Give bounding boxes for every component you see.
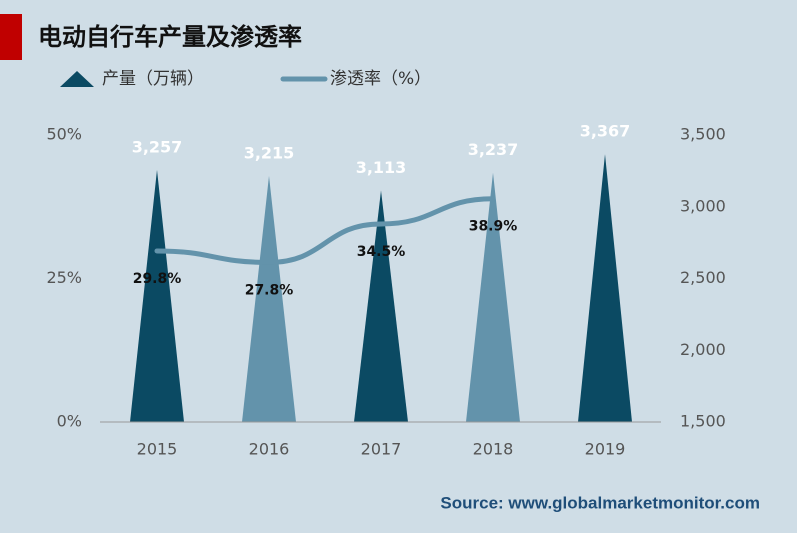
triangle-bar xyxy=(354,190,408,422)
y2-tick-label: 2,000 xyxy=(680,340,726,359)
data-label: 3,113 xyxy=(356,158,407,177)
data-label: 38.9% xyxy=(469,219,518,235)
data-label: 27.8% xyxy=(245,282,294,298)
chart-title: 电动自行车产量及渗透率 xyxy=(38,23,302,51)
data-label: 29.8% xyxy=(133,271,182,287)
y2-tick-label: 1,500 xyxy=(680,412,726,431)
x-tick-label: 2017 xyxy=(361,440,402,459)
title-accent xyxy=(0,14,22,60)
x-tick-label: 2019 xyxy=(585,440,626,459)
legend-swatch xyxy=(60,71,94,87)
triangle-bar xyxy=(466,172,520,422)
y-tick-label: 50% xyxy=(46,125,82,144)
data-label: 3,215 xyxy=(244,143,295,162)
x-tick-label: 2015 xyxy=(137,440,178,459)
data-label: 34.5% xyxy=(357,244,406,260)
source-note: Source: www.globalmarketmonitor.com xyxy=(440,493,760,512)
data-label: 3,237 xyxy=(468,140,519,159)
y-tick-label: 25% xyxy=(46,268,82,287)
triangle-bar xyxy=(130,169,184,422)
y2-tick-label: 2,500 xyxy=(680,268,726,287)
x-tick-label: 2018 xyxy=(473,440,514,459)
data-label: 3,257 xyxy=(132,137,183,156)
y2-tick-label: 3,500 xyxy=(680,125,726,144)
data-label: 3,367 xyxy=(580,122,631,141)
y-tick-label: 0% xyxy=(57,412,82,431)
triangle-bar xyxy=(242,175,296,422)
triangle-bar xyxy=(578,154,632,422)
line-series xyxy=(154,196,496,265)
legend-label: 产量（万辆） xyxy=(102,69,204,89)
legend-label: 渗透率（%） xyxy=(330,69,431,89)
y2-tick-label: 3,000 xyxy=(680,196,726,215)
x-tick-label: 2016 xyxy=(249,440,290,459)
